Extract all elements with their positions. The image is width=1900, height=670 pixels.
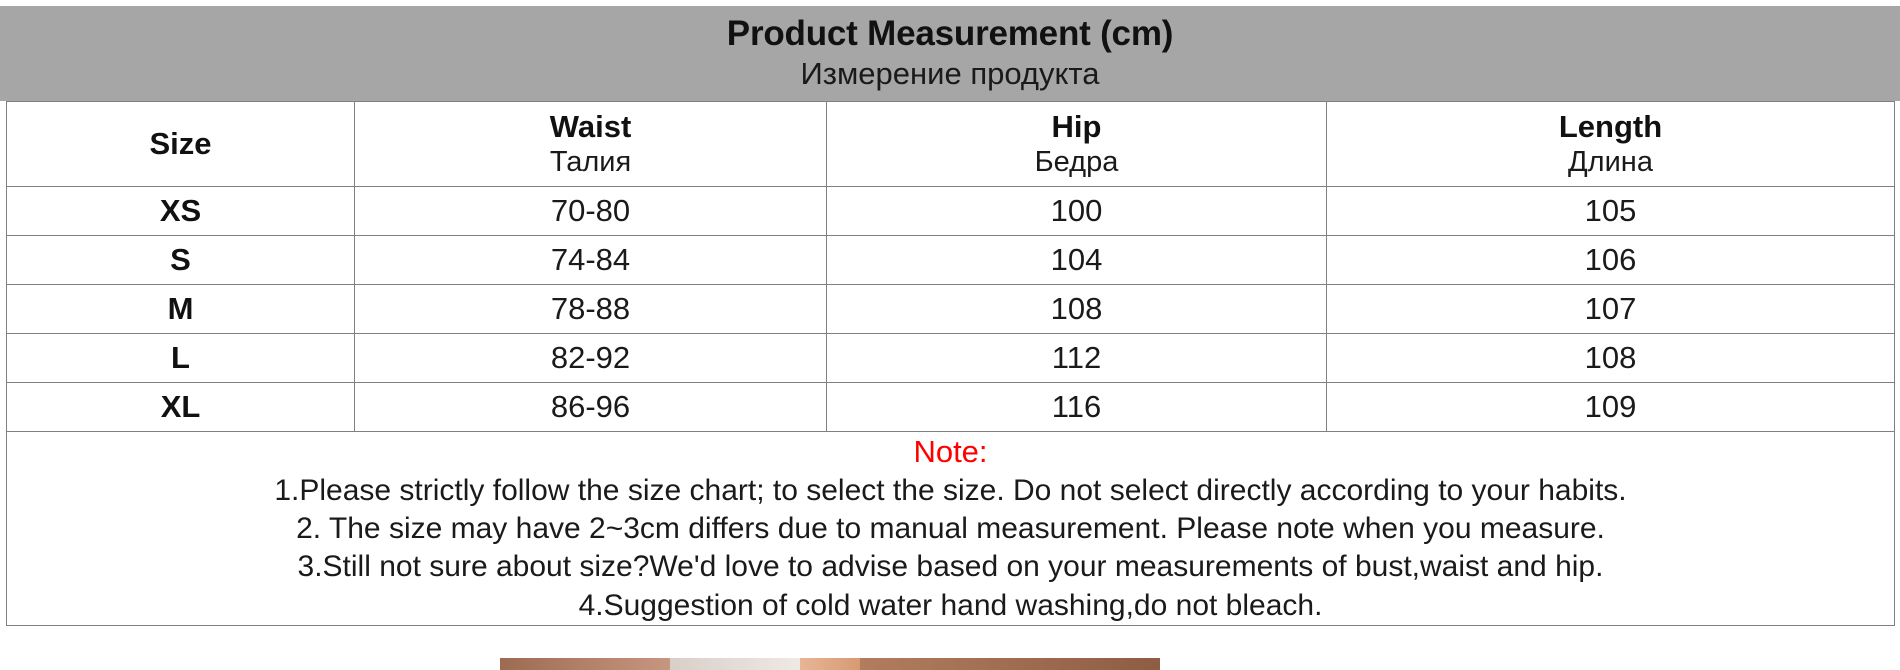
cell-waist: 82-92 xyxy=(354,333,827,383)
column-header-size: Size xyxy=(6,101,355,187)
table-row: S 74-84 104 106 xyxy=(6,235,1895,285)
photo-strip-segment xyxy=(860,658,1160,670)
hip-value: 104 xyxy=(1050,242,1103,277)
cell-size: XS xyxy=(6,186,355,236)
waist-value: 86-96 xyxy=(550,389,631,424)
size-value: XS xyxy=(159,193,202,228)
cell-length: 108 xyxy=(1326,333,1895,383)
column-header-waist-label: Waist xyxy=(549,108,632,144)
length-value: 107 xyxy=(1584,291,1637,326)
column-header-length-label-ru: Длина xyxy=(1568,146,1653,179)
waist-value: 82-92 xyxy=(550,340,631,375)
photo-strip-segment xyxy=(500,658,670,670)
cell-hip: 108 xyxy=(826,284,1327,334)
length-value: 105 xyxy=(1584,193,1637,228)
note-block: Note: 1.Please strictly follow the size … xyxy=(6,430,1895,627)
hip-value: 112 xyxy=(1051,340,1102,375)
length-value: 106 xyxy=(1584,242,1637,277)
column-header-length-label: Length xyxy=(1558,108,1663,144)
cell-length: 105 xyxy=(1326,186,1895,236)
table-row: XS 70-80 100 105 xyxy=(6,186,1895,236)
page-title: Product Measurement (cm) xyxy=(726,13,1174,53)
note-line-1: 1.Please strictly follow the size chart;… xyxy=(274,473,1627,507)
column-header-hip-label: Hip xyxy=(1051,108,1102,144)
column-header-waist: Waist Талия xyxy=(354,101,827,187)
hip-value: 116 xyxy=(1051,389,1102,424)
cell-waist: 70-80 xyxy=(354,186,827,236)
photo-strip-segment xyxy=(800,658,860,670)
column-header-hip: Hip Бедра xyxy=(826,101,1327,187)
cell-waist: 86-96 xyxy=(354,382,827,432)
note-row: Note: 1.Please strictly follow the size … xyxy=(6,430,1895,627)
column-header-hip-label-ru: Бедра xyxy=(1034,146,1119,179)
table-row: XL 86-96 116 109 xyxy=(6,382,1895,432)
cell-length: 109 xyxy=(1326,382,1895,432)
cell-waist: 74-84 xyxy=(354,235,827,285)
note-line-4: 4.Suggestion of cold water hand washing,… xyxy=(578,588,1323,622)
cell-hip: 112 xyxy=(826,333,1327,383)
table-header-row: Size Waist Талия Hip Бедра Length Длина xyxy=(6,101,1895,187)
column-header-waist-label-ru: Талия xyxy=(549,146,632,179)
size-value: L xyxy=(171,340,190,375)
measurement-table: Size Waist Талия Hip Бедра Length Длина … xyxy=(6,101,1895,627)
waist-value: 78-88 xyxy=(550,291,631,326)
table-row: M 78-88 108 107 xyxy=(6,284,1895,334)
cell-waist: 78-88 xyxy=(354,284,827,334)
note-title: Note: xyxy=(913,434,988,469)
size-value: M xyxy=(167,291,194,326)
column-header-length: Length Длина xyxy=(1326,101,1895,187)
product-photo-strip xyxy=(0,658,1900,670)
cell-hip: 100 xyxy=(826,186,1327,236)
title-band: Product Measurement (cm) Измерение проду… xyxy=(0,6,1900,101)
cell-size: M xyxy=(6,284,355,334)
size-value: S xyxy=(170,242,191,277)
length-value: 108 xyxy=(1584,340,1637,375)
photo-strip-segment xyxy=(1160,658,1900,670)
length-value: 109 xyxy=(1584,389,1637,424)
photo-strip-segment xyxy=(0,658,500,670)
size-value: XL xyxy=(160,389,201,424)
page-subtitle-ru: Измерение продукта xyxy=(800,56,1100,92)
cell-hip: 116 xyxy=(826,382,1327,432)
cell-length: 106 xyxy=(1326,235,1895,285)
waist-value: 70-80 xyxy=(550,193,631,228)
hip-value: 100 xyxy=(1050,193,1103,228)
cell-size: XL xyxy=(6,382,355,432)
column-header-size-label: Size xyxy=(149,126,212,161)
cell-size: L xyxy=(6,333,355,383)
hip-value: 108 xyxy=(1050,291,1103,326)
note-line-3: 3.Still not sure about size?We'd love to… xyxy=(297,550,1604,584)
waist-value: 74-84 xyxy=(550,242,631,277)
table-row: L 82-92 112 108 xyxy=(6,333,1895,383)
photo-strip-segment xyxy=(670,658,800,670)
cell-length: 107 xyxy=(1326,284,1895,334)
cell-size: S xyxy=(6,235,355,285)
cell-hip: 104 xyxy=(826,235,1327,285)
note-line-2: 2. The size may have 2~3cm differs due t… xyxy=(296,512,1605,546)
